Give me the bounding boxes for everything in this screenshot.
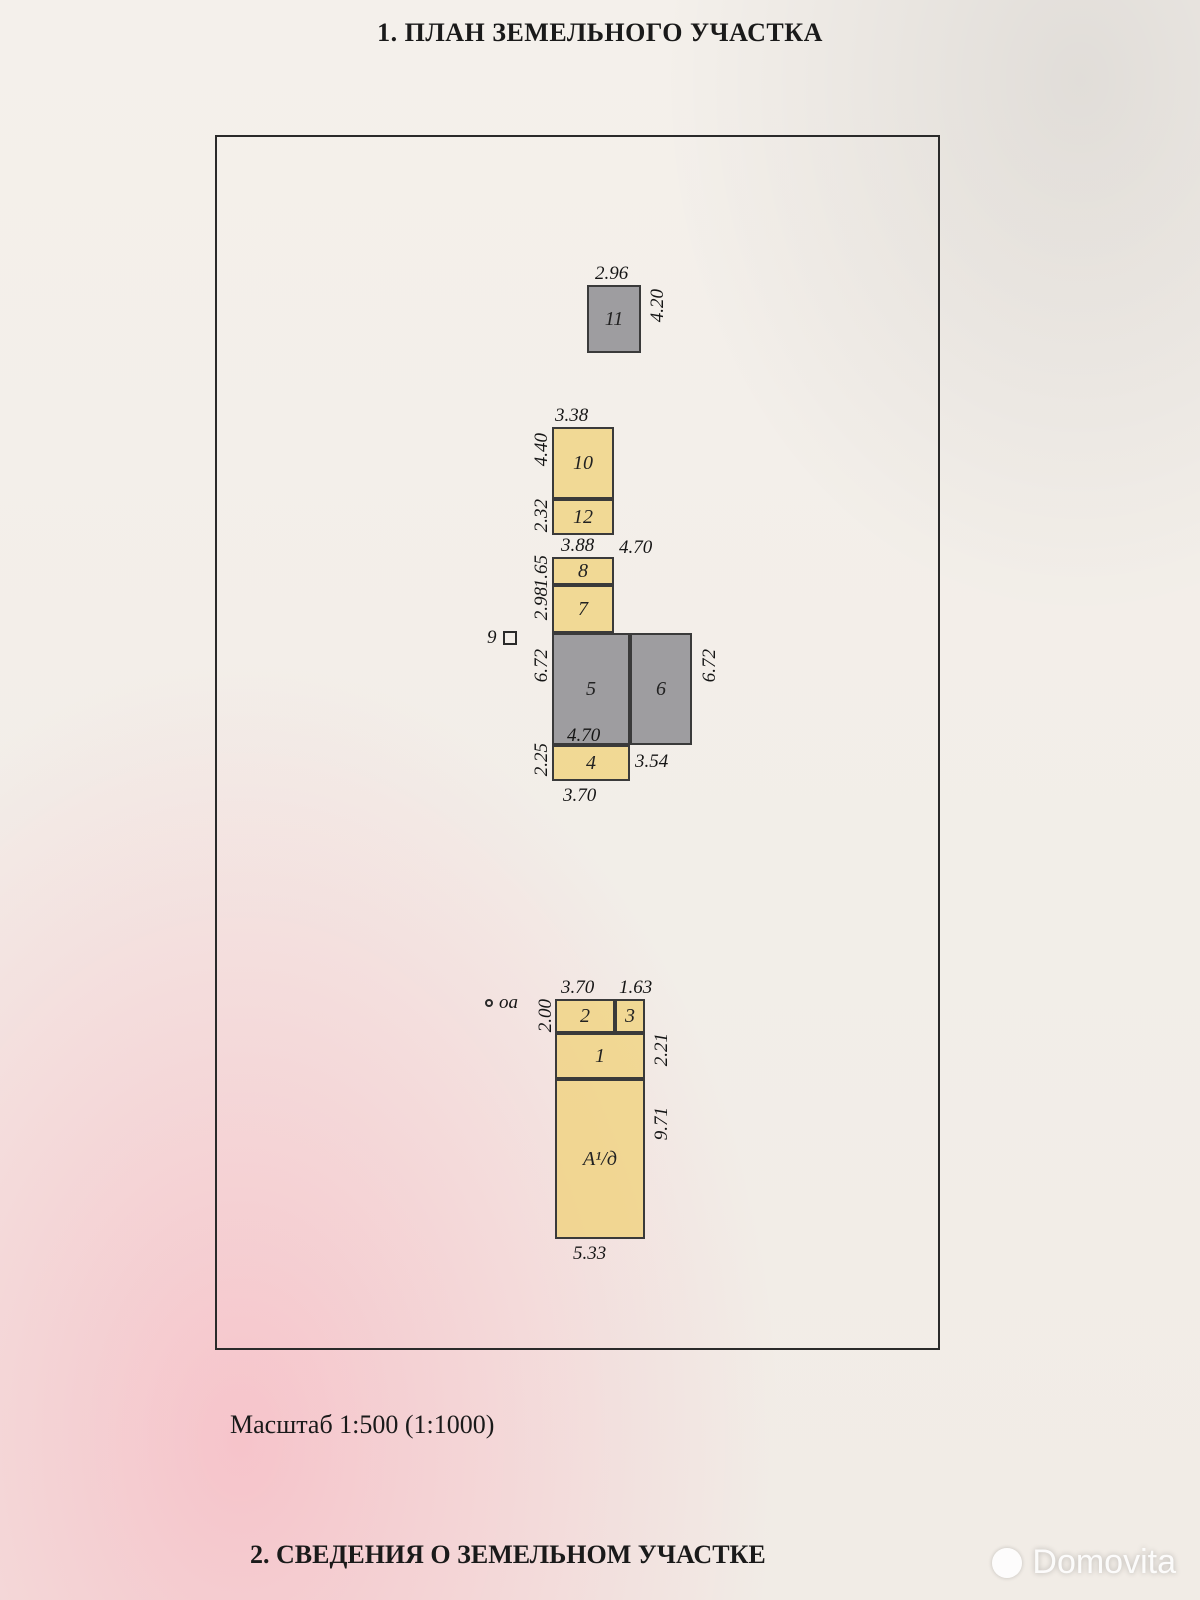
building-label: 3 (625, 1005, 635, 1028)
watermark: Domovita (992, 1543, 1176, 1582)
circle-icon (485, 999, 493, 1007)
building-3: 3 (615, 999, 645, 1033)
dimension-label: 6.72 (699, 649, 721, 682)
dimension-label: 2.96 (595, 263, 628, 285)
dimension-label: 4.40 (531, 433, 553, 466)
dimension-label: 2.98 (531, 587, 553, 620)
dimension-label: 4.70 (619, 537, 652, 559)
scale-label: Масштаб 1:500 (1:1000) (230, 1410, 494, 1440)
building-label: 2 (580, 1005, 590, 1028)
building-label: 12 (573, 506, 593, 529)
building-11: 11 (587, 285, 641, 353)
building-label: 6 (656, 678, 666, 701)
marker-label: 9 (487, 627, 497, 649)
building-8: 8 (552, 557, 614, 585)
dimension-label: 1.65 (531, 555, 553, 588)
building-label: 7 (578, 598, 588, 621)
dimension-label: 3.38 (555, 405, 588, 427)
watermark-text: Domovita (1032, 1543, 1176, 1582)
plot-boundary: 11 10 12 8 7 5 6 4 2 31 А¹/д 9 оа 2.96 4.20 3.384.40 2.3… (215, 135, 940, 1350)
building-label: А¹/д (583, 1148, 617, 1171)
dimension-label: 3.54 (635, 751, 668, 773)
dimension-label: 2.25 (531, 743, 553, 776)
page-background: 1. ПЛАН ЗЕМЕЛЬНОГО УЧАСТКА 11 10 12 8 7 5 6 4 2 3… (0, 0, 1200, 1600)
dimension-label: 3.70 (563, 785, 596, 807)
dimension-label: 9.71 (651, 1107, 673, 1140)
building-4: 4 (552, 745, 630, 781)
marker-oa: оа (485, 992, 518, 1014)
square-icon (503, 631, 517, 645)
section-2-heading: 2. СВЕДЕНИЯ О ЗЕМЕЛЬНОМ УЧАСТКЕ (250, 1540, 766, 1570)
dimension-label: 3.70 (561, 977, 594, 999)
dimension-label: 5.33 (573, 1243, 606, 1265)
building-2: 2 (555, 999, 615, 1033)
page-title: 1. ПЛАН ЗЕМЕЛЬНОГО УЧАСТКА (0, 18, 1200, 48)
dimension-label: 3.88 (561, 535, 594, 557)
building-label: 4 (586, 752, 596, 775)
building-label: 11 (605, 308, 624, 331)
dimension-label: 1.63 (619, 977, 652, 999)
watermark-dot-icon (992, 1548, 1022, 1578)
marker-label: оа (499, 992, 518, 1014)
dimension-label: 4.70 (567, 725, 600, 747)
building-1: 1 (555, 1033, 645, 1079)
building-12: 12 (552, 499, 614, 535)
building-6: 6 (630, 633, 692, 745)
building-label: 5 (586, 678, 596, 701)
building-label: 10 (573, 452, 593, 475)
building-label: 8 (578, 560, 588, 583)
building-7: 7 (552, 585, 614, 633)
building-A1d: А¹/д (555, 1079, 645, 1239)
building-10: 10 (552, 427, 614, 499)
dimension-label: 2.32 (531, 499, 553, 532)
dimension-label: 4.20 (647, 289, 669, 322)
dimension-label: 6.72 (531, 649, 553, 682)
marker-9: 9 (487, 627, 517, 649)
building-label: 1 (595, 1045, 605, 1068)
dimension-label: 2.21 (651, 1033, 673, 1066)
dimension-label: 2.00 (535, 999, 557, 1032)
